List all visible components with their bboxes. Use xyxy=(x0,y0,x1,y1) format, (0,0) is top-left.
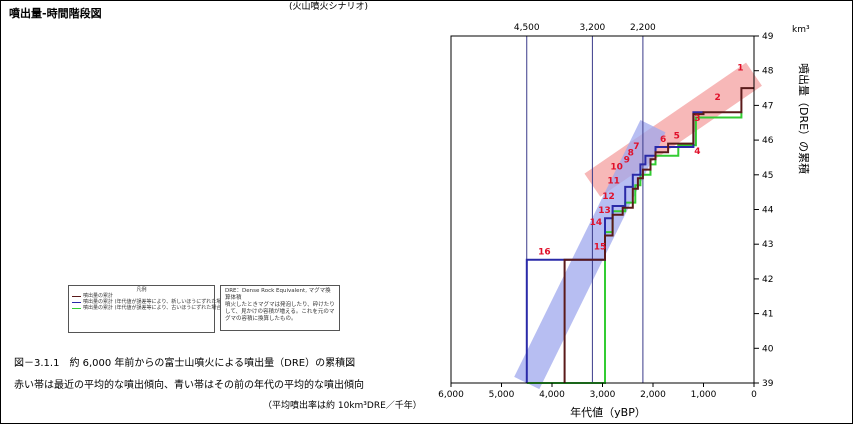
marker-label: 4,500 xyxy=(514,23,540,33)
point-label: 8 xyxy=(628,149,634,159)
point-label: 10 xyxy=(610,163,623,173)
y-tick-label: 45 xyxy=(762,171,773,181)
legend-label: 噴出量の累計 (年代値が誤差等により、新しいほうにずれた場合) xyxy=(83,299,229,305)
series-lines xyxy=(525,87,754,384)
legend-item-cumulative: 噴出量の累計 xyxy=(69,293,214,299)
series-newer xyxy=(525,111,704,383)
figure-subtitle: 赤い帯は最近の平均的な噴出傾向、青い帯はその前の年代の平均的な噴出傾向 xyxy=(14,380,364,391)
legend-swatch-cumulative xyxy=(72,296,81,297)
legend-item-newer: 噴出量の累計 (年代値が誤差等により、新しいほうにずれた場合) xyxy=(69,299,228,305)
x-tick-label: 1,000 xyxy=(691,390,717,400)
point-label: 4 xyxy=(694,147,700,157)
point-label: 15 xyxy=(594,242,607,252)
figure-caption: 図－3.1.1 約 6,000 年前からの富士山噴火による噴出量（DRE）の累積… xyxy=(14,358,356,369)
point-label: 16 xyxy=(538,248,551,258)
y-tick-label: 44 xyxy=(762,206,774,216)
x-tick-label: 5,000 xyxy=(489,390,515,400)
x-tick-label: 6,000 xyxy=(438,390,464,400)
point-label: 13 xyxy=(598,206,611,216)
legend-title: 凡例 xyxy=(136,287,147,293)
rate-note: （平均噴出率は約 10km³DRE／千年） xyxy=(263,401,422,411)
y-tick-label: 42 xyxy=(762,275,773,285)
x-tick-label: 3,000 xyxy=(590,390,616,400)
header-tab: (火山噴火シナリオ) xyxy=(289,2,369,12)
legend-swatch-newer xyxy=(72,302,81,303)
point-label: 2 xyxy=(715,93,721,103)
y-tick-label: 46 xyxy=(762,136,774,146)
legend-box: 凡例 噴出量の累計 噴出量の累計 (年代値が誤差等により、新しいほうにずれた場合… xyxy=(68,285,228,333)
point-label: 11 xyxy=(607,176,620,186)
vertical-markers: 4,500 3,200 2,200 xyxy=(514,23,656,383)
legend-swatch-older xyxy=(72,308,81,309)
legend-label: 噴出量の累計 (年代値が誤差等により、古いほうにずれた場合) xyxy=(83,305,224,311)
point-label: 6 xyxy=(660,135,666,145)
y-tick-label: 39 xyxy=(762,379,774,389)
point-label: 7 xyxy=(633,142,639,152)
x-axis-label: 年代値（yBP） xyxy=(570,405,646,419)
marker-label: 3,200 xyxy=(580,23,606,33)
y-tick-label: 49 xyxy=(762,32,774,42)
x-axis-ticks: 6,000 5,000 4,000 3,000 2,000 1,000 0 xyxy=(438,383,757,400)
legend-label: 噴出量の累計 xyxy=(83,293,114,299)
point-label: 12 xyxy=(602,192,615,202)
page-title: 噴出量-時間階段図 xyxy=(9,7,102,20)
point-label: 5 xyxy=(674,131,680,141)
point-label: 9 xyxy=(624,156,630,166)
point-label: 1 xyxy=(737,64,743,74)
dre-note-line2: 噴火したときマグマは発泡したり、砕けたりして、見かけの容積が増える。これを元のマ… xyxy=(225,302,335,322)
x-tick-label: 4,000 xyxy=(539,390,565,400)
y-tick-label: 41 xyxy=(762,310,773,320)
x-tick-label: 0 xyxy=(751,390,757,400)
y-tick-label: 43 xyxy=(762,240,773,250)
series-cumulative xyxy=(563,87,754,383)
dre-note-line1: DRE：Dense Rock Equivalent, マグマ換算体積 xyxy=(225,288,331,301)
y-tick-label: 48 xyxy=(762,67,774,77)
y-tick-label: 47 xyxy=(762,101,773,111)
x-tick-label: 2,000 xyxy=(640,390,666,400)
dre-note-box: DRE：Dense Rock Equivalent, マグマ換算体積 噴火したと… xyxy=(220,285,340,331)
y-tick-label: 40 xyxy=(762,344,774,354)
legend-item-older: 噴出量の累計 (年代値が誤差等により、古いほうにずれた場合) xyxy=(69,305,223,311)
point-label: 3 xyxy=(694,114,700,124)
y-unit-label: km³ xyxy=(792,25,810,35)
y-axis-ticks: 39 40 41 42 43 44 45 46 47 48 49 xyxy=(754,32,774,389)
y-axis-label: 噴出量（DRE）の累積 xyxy=(797,63,811,174)
marker-label: 2,200 xyxy=(630,23,656,33)
point-label: 14 xyxy=(590,218,603,228)
